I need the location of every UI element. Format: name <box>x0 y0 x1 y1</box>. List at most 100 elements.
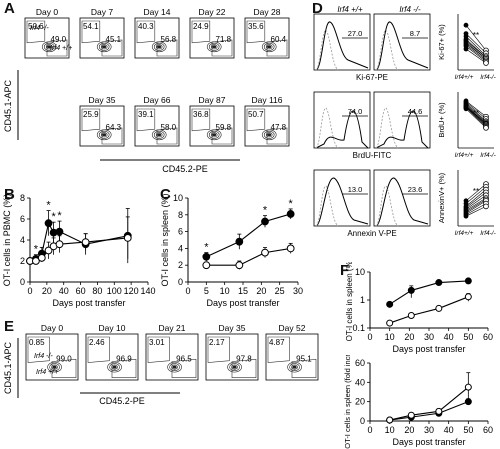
panel-a-contour-6-1 <box>153 130 165 139</box>
panel-d-hist-frame-ko-2 <box>373 169 431 227</box>
panel-a-bottom-value-6: 58.0 <box>161 123 177 132</box>
panel-f-bottom-xtick-label-5: 50 <box>463 425 473 435</box>
panel-f-bottom-xtick-label-1: 10 <box>385 425 395 435</box>
panel-f-bottom-point-0-3 <box>464 398 472 406</box>
panel-d-dot-link-1-1 <box>465 101 487 120</box>
panel-d-dot-stars-0: ** <box>473 31 479 40</box>
panel-d-dot-ko-1-9 <box>483 125 489 131</box>
panel-e-contour-3-1 <box>229 363 240 372</box>
panel-a-frame-8 <box>244 105 290 147</box>
panel-c-sig-star-1: * <box>263 205 268 217</box>
panel-d-dot-ko-2-9 <box>483 203 489 210</box>
panel-e-gate-bottom-0 <box>51 358 77 378</box>
panel-d-dot-link-1-8 <box>465 107 487 127</box>
panel-d-xlabel-2: Annexin V-PE <box>347 229 396 238</box>
panel-d-hist-curve-wt-1 <box>315 110 369 149</box>
panel-a-bottom-value-5: 64.3 <box>106 123 122 132</box>
panel-d-dot-link-1-2 <box>465 102 487 122</box>
panel-d-dot-link-2-0 <box>465 183 487 202</box>
panel-e-gate-top-0 <box>27 336 50 363</box>
panel-a-frame-2 <box>134 17 180 59</box>
panel-a-bottom-value-8: 47.8 <box>271 123 287 132</box>
panel-letter-c: C <box>160 186 171 203</box>
panel-f-bottom-point-1-3 <box>464 383 472 391</box>
panel-a-top-value-4: 35.6 <box>248 22 264 31</box>
panel-e-day-label-2: Day 21 <box>159 323 186 333</box>
panel-e-contour-1-0 <box>107 361 122 373</box>
panel-d-dot-stars-2: ** <box>473 187 479 196</box>
panel-e-contour-core-2 <box>172 365 177 369</box>
panel-e-gate-bottom-1 <box>111 358 137 378</box>
panel-c-point-1-0 <box>202 261 211 270</box>
panel-a-gate-top-4 <box>246 20 266 44</box>
panel-a-contour-4-0 <box>261 41 277 53</box>
panel-b-xtick-label-7: 140 <box>140 286 155 296</box>
panel-a-frame-0 <box>24 17 70 59</box>
panel-e-legend-ko: Irf4 -/- <box>34 353 53 360</box>
panel-a-bottom-value-4: 60.4 <box>271 35 287 44</box>
panel-f-top-xlabel: Days post transfer <box>392 344 465 354</box>
panel-d-dot-ylabel-1: BrdU+ (%) <box>437 102 446 138</box>
panel-e-contour-core-0 <box>52 365 57 369</box>
panel-e-xlabel: CD45.2-PE <box>99 396 145 406</box>
panel-d-dot-link-0-6 <box>465 43 487 60</box>
panel-d-dot-ylabel-2: AnnexinV+ (%) <box>437 172 446 223</box>
panel-e-bottom-value-4: 95.1 <box>296 355 312 364</box>
panel-f-top-point-0-0 <box>386 300 394 308</box>
panel-f-bottom-series-line-0 <box>389 401 469 421</box>
panel-a-contour-core-0 <box>47 45 52 49</box>
panel-a-bottom-value-3: 71.8 <box>216 35 232 44</box>
panel-a-contour-core-3 <box>212 45 217 49</box>
panel-d-dot-link-2-4 <box>465 194 487 210</box>
panel-d-dot-link-1-4 <box>465 105 487 124</box>
panel-e-contour-2-0 <box>167 361 182 373</box>
panel-c-xtick-label-2: 10 <box>220 286 230 296</box>
panel-f-bottom-xtick-label-4: 40 <box>444 425 454 435</box>
panel-a-bottom-value-0: 49.0 <box>51 35 67 44</box>
panel-b-point-0-3 <box>44 219 53 228</box>
panel-d-dot-xcat-ko-1: Irf4-/- <box>480 152 496 159</box>
panel-a-gate-bottom-7 <box>211 127 233 145</box>
panel-c-chart: 0 5 10 15 20 25 30 0 2 4 6 8 10 Days post transfer OT-… <box>160 193 303 308</box>
panel-c-xtick-label-4: 20 <box>256 286 266 296</box>
panel-a-gate-top-6 <box>136 108 156 132</box>
panel-a-legend-wt: Irf4 +/+ <box>50 45 72 52</box>
panel-b-sig-star-2: * <box>51 211 56 223</box>
panel-a-contour-8-0 <box>261 129 277 141</box>
panel-a-gate-top-8 <box>246 108 266 132</box>
panel-d-dot-link-2-2 <box>465 189 487 207</box>
panel-b-ytick-label-0: 0 <box>20 277 25 287</box>
panel-letter-d: D <box>312 0 323 17</box>
panel-d-gate-value-wt-2: 13.0 <box>348 185 363 194</box>
panel-d-dot-link-0-0 <box>465 25 487 51</box>
panel-f-top-ytick-label-2: 10 <box>355 267 365 277</box>
panel-c-point-0-0 <box>202 252 211 261</box>
panel-a-frame-1 <box>79 17 125 59</box>
panel-f-bottom-ytick-label-1: 20 <box>355 397 365 407</box>
panel-e-frame-2 <box>145 333 199 381</box>
panel-a-contour-2-0 <box>151 41 167 53</box>
panel-d-dot-xcat-wt-1: Irf4+/+ <box>455 152 474 159</box>
panel-e-gate-top-2 <box>147 336 170 363</box>
panel-d-dot-link-0-8 <box>465 45 487 62</box>
panel-e-gate-bottom-3 <box>231 358 257 378</box>
panel-c-point-0-3 <box>286 210 295 218</box>
panel-a-gate-bottom-6 <box>156 127 178 145</box>
panel-a-bottom-value-2: 56.8 <box>161 35 177 44</box>
panel-d-hist-frame-ko-1 <box>373 91 431 149</box>
panel-letter-f: F <box>340 262 350 279</box>
panel-a-contour-5-0 <box>96 129 112 141</box>
panel-e-legend-wt: Irf4 +/+ <box>36 369 58 376</box>
panel-b-ylabel: OT-I cells in PBMC (%) <box>2 194 12 287</box>
panel-a-contour-7-0 <box>206 129 222 141</box>
panel-e-flow-plots: Day 0 0.85 99.0 Day 10 2.46 96.9 Day 21 3.01 96.… <box>3 323 319 406</box>
panel-b-xlabel: Days post transfer <box>52 298 125 308</box>
panel-e-gate-top-4 <box>267 336 290 363</box>
panel-a-contour-2-1 <box>153 42 165 51</box>
panel-d-dot-xcat-wt-0: Irf4+/+ <box>455 74 474 81</box>
panel-b-xtick-label-2: 40 <box>59 286 69 296</box>
panel-d-dot-xcat-ko-2: Irf4-/- <box>480 230 496 237</box>
panel-a-frame-6 <box>134 105 180 147</box>
panel-d-hist-frame-wt-1 <box>313 91 371 149</box>
panel-d-dot-stars-1: ** <box>473 109 479 118</box>
